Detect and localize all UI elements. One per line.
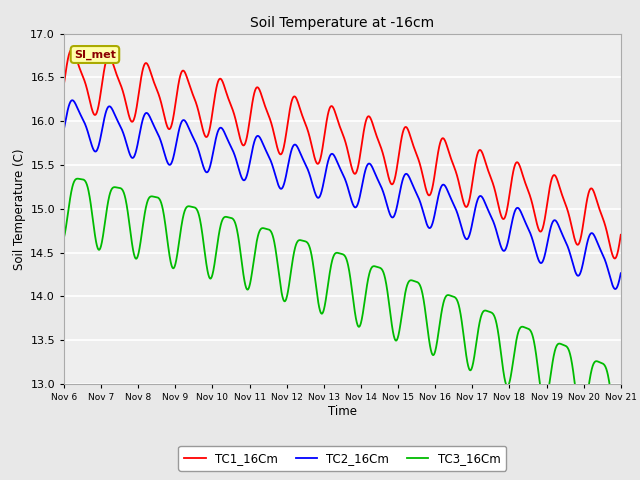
TC1_16Cm [601, 222, 609, 228]
TC3_16Cm [331, 251, 339, 256]
TC3_16Cm [60, 234, 68, 240]
Title: Soil Temperature at -16cm: Soil Temperature at -16cm [250, 16, 435, 30]
Line: TC1_16Cm: TC1_16Cm [64, 49, 621, 258]
TC2_16Cm [60, 126, 68, 132]
TC2_16Cm [331, 154, 339, 160]
TC1_16Cm [499, 216, 506, 222]
TC3_16Cm [601, 363, 609, 369]
TC3_16Cm [615, 435, 623, 441]
TC1_16Cm [316, 156, 324, 162]
TC3_16Cm [89, 216, 97, 221]
Y-axis label: Soil Temperature (C): Soil Temperature (C) [13, 148, 26, 270]
X-axis label: Time: Time [328, 405, 357, 418]
TC1_16Cm [617, 232, 625, 238]
TC1_16Cm [331, 109, 339, 115]
Line: TC2_16Cm: TC2_16Cm [64, 100, 621, 289]
TC3_16Cm [617, 432, 625, 437]
TC1_16Cm [601, 221, 609, 227]
TC2_16Cm [611, 286, 619, 292]
TC1_16Cm [68, 47, 76, 52]
Legend: TC1_16Cm, TC2_16Cm, TC3_16Cm: TC1_16Cm, TC2_16Cm, TC3_16Cm [179, 446, 506, 471]
TC2_16Cm [601, 257, 609, 263]
Line: TC3_16Cm: TC3_16Cm [64, 179, 621, 438]
TC1_16Cm [60, 81, 68, 86]
Text: SI_met: SI_met [74, 49, 116, 60]
TC1_16Cm [611, 255, 618, 261]
TC2_16Cm [617, 270, 625, 276]
TC2_16Cm [601, 256, 609, 262]
TC2_16Cm [316, 192, 324, 198]
TC1_16Cm [89, 108, 97, 114]
TC3_16Cm [74, 176, 81, 181]
TC3_16Cm [499, 364, 506, 370]
TC2_16Cm [68, 97, 76, 103]
TC2_16Cm [499, 247, 506, 253]
TC3_16Cm [601, 362, 609, 368]
TC3_16Cm [316, 309, 324, 314]
TC2_16Cm [89, 145, 97, 151]
